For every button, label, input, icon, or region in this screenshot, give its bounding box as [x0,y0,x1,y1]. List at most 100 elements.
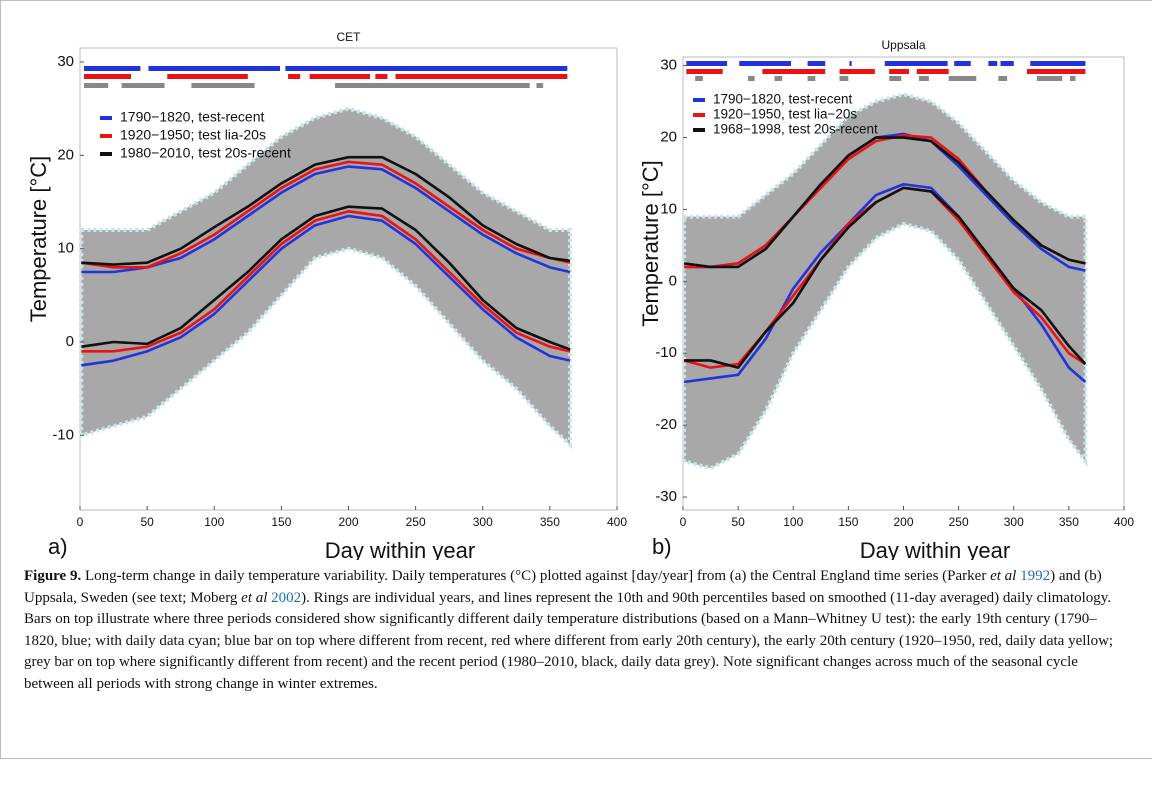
significance-bar [686,69,723,74]
significance-bar [84,74,132,79]
legend-label: 1920−1950, test lia−20s [713,107,857,122]
significance-bar [774,76,783,81]
x-tick-label: 50 [731,515,745,529]
percentile-line [81,214,571,367]
significance-bar [695,76,703,81]
caption: Figure 9. Long-term change in daily temp… [24,566,1129,696]
significance-bar [748,76,755,81]
y-tick-label: 20 [57,146,74,163]
x-tick-label: 300 [1004,515,1024,529]
y-tick-label: -10 [52,426,74,443]
significance-bar [191,83,255,88]
significance-bar [395,74,568,79]
percentile-line [81,210,571,353]
significance-bar [84,66,141,71]
significance-bar [839,76,849,81]
citation-link[interactable]: 2002 [271,589,302,606]
significance-bar [839,69,875,74]
caption-text: ). Rings are individual years, and lines… [24,589,1114,692]
x-tick-label: 100 [204,515,224,529]
significance-bar [998,76,1008,81]
significance-bar [1030,61,1086,66]
significance-bar [1000,61,1014,66]
x-tick-label: 150 [271,515,291,529]
x-tick-label: 200 [338,515,358,529]
x-tick-label: 250 [406,515,426,529]
significance-bar [948,76,977,81]
x-tick-label: 300 [473,515,493,529]
significance-bar [1069,76,1076,81]
significance-bar [84,83,109,88]
legend-label: 1790−1820, test-recent [713,92,852,107]
significance-bar [335,83,530,88]
scatter-cloud [79,106,573,450]
significance-bar [988,61,998,66]
significance-bar [288,74,301,79]
legend-label: 1920−1950; test lia-20s [120,127,266,143]
significance-bar [918,76,929,81]
y-axis-label: Temperature [°C] [26,156,51,323]
x-tick-label: 250 [949,515,969,529]
caption-italic: et al [241,589,272,606]
y-tick-label: 30 [660,57,677,74]
chart-title: CET [337,30,362,44]
significance-bar [536,83,544,88]
panel-label: a) [48,534,68,559]
significance-bar [1036,76,1063,81]
significance-bar [807,76,816,81]
caption-label: Figure 9. [24,568,82,584]
y-tick-label: 0 [669,272,677,289]
percentile-line [81,160,571,269]
caption-text: ) and (b) Uppsala, Sweden (see text; Mob… [24,568,1102,606]
significance-bar [739,61,792,66]
panel-label: b) [652,534,672,559]
figure-frame [0,0,1152,759]
significance-bar [762,69,826,74]
x-tick-label: 400 [607,515,627,529]
charts: 0 50 100 150 200 250 300 350 400-1001020301790−1… [26,30,1135,560]
y-tick-label: 20 [660,129,677,146]
y-axis-label: Temperature [°C] [638,160,663,327]
percentile-line [81,155,571,266]
x-axis-label: Day within year [325,538,475,560]
significance-bar [309,74,370,79]
x-tick-label: 400 [1114,515,1134,529]
x-tick-label: 350 [540,515,560,529]
x-tick-label: 350 [1059,515,1079,529]
y-tick-label: 0 [66,333,74,350]
percentile-line [683,136,1086,269]
significance-bar [148,66,281,71]
percentile-line [81,205,571,351]
significance-bar [954,61,971,66]
significance-bar [121,83,165,88]
y-tick-label: 10 [660,200,677,217]
significance-bar [884,61,948,66]
caption-italic: et al [990,568,1021,584]
x-tick-label: 50 [140,515,154,529]
legend-label: 1968−1998, test 20s-recent [713,122,878,137]
significance-bar [807,61,826,66]
legend-label: 1790−1820, test-recent [120,109,264,125]
x-tick-label: 0 [77,515,84,529]
x-tick-label: 200 [893,515,913,529]
significance-bar [889,69,910,74]
significance-bar [1026,69,1086,74]
legend-label: 1980−2010, test 20s-recent [120,145,291,161]
y-tick-label: -20 [655,416,677,433]
percentile-line [81,165,571,274]
y-tick-label: 30 [57,53,74,70]
significance-bar [285,66,568,71]
significance-bar [686,61,728,66]
x-tick-label: 0 [680,515,687,529]
citation-link[interactable]: 1992 [1020,568,1051,584]
x-tick-label: 100 [783,515,803,529]
y-tick-label: -10 [655,344,677,361]
x-tick-label: 150 [838,515,858,529]
significance-bar [889,76,902,81]
chart-title: Uppsala [881,38,925,52]
percentile-line [683,182,1087,384]
significance-bar [375,74,388,79]
scatter-cloud [682,92,1088,471]
significance-bar [916,69,949,74]
